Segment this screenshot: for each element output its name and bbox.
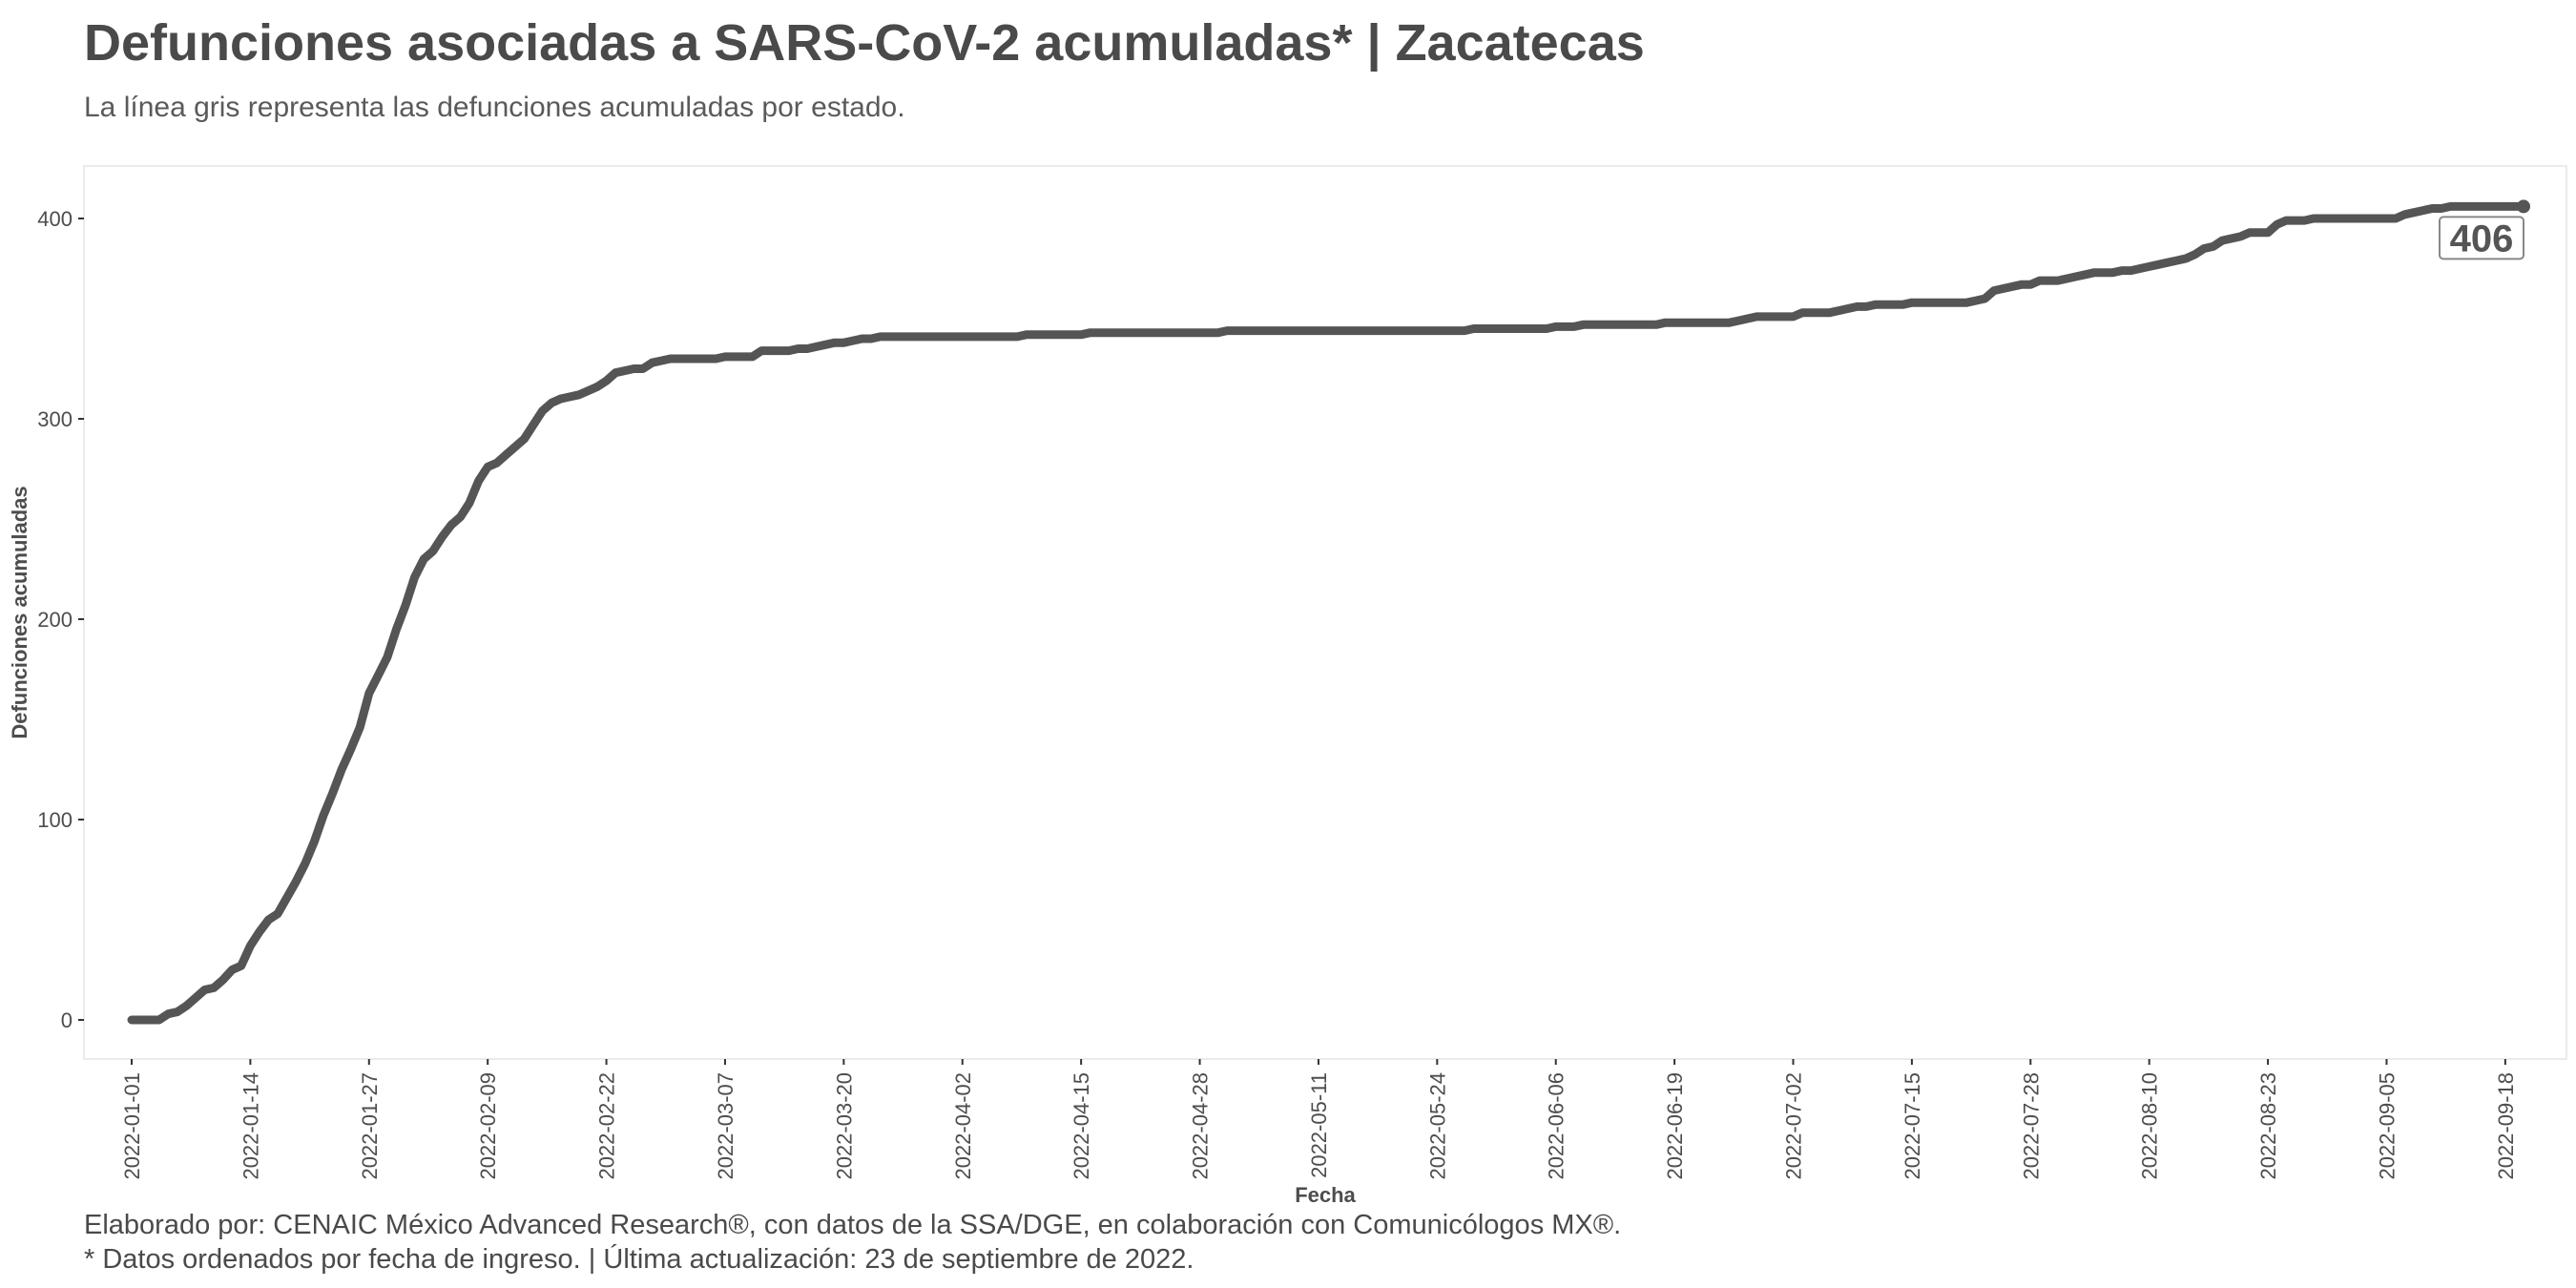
- y-tick-label: 0: [61, 1008, 73, 1032]
- x-tick-label: 2022-09-05: [2375, 1072, 2399, 1180]
- plot-panel: [83, 165, 2567, 1060]
- x-tick-label: 2022-08-10: [2138, 1072, 2162, 1180]
- x-tick-label: 2022-09-18: [2494, 1072, 2518, 1180]
- end-point: [2517, 199, 2530, 214]
- end-label: 406: [2450, 218, 2514, 260]
- x-tick-label: 2022-07-28: [2019, 1072, 2043, 1180]
- x-tick-label: 2022-03-20: [832, 1072, 856, 1180]
- chart-title: Defunciones asociadas a SARS-CoV-2 acumu…: [84, 14, 1645, 72]
- x-tick-label: 2022-06-06: [1545, 1072, 1568, 1180]
- x-tick-label: 2022-05-11: [1307, 1072, 1331, 1178]
- y-axis-label: Defunciones acumuladas: [8, 486, 31, 738]
- series-line: [127, 201, 2528, 1025]
- x-tick-label: 2022-02-09: [476, 1072, 500, 1180]
- x-tick-label: 2022-03-07: [714, 1072, 737, 1180]
- x-tick-label: 2022-02-22: [595, 1072, 619, 1180]
- x-tick-label: 2022-04-15: [1070, 1072, 1093, 1180]
- x-tick-label: 2022-01-27: [358, 1072, 382, 1180]
- x-tick-label: 2022-05-24: [1425, 1072, 1449, 1180]
- caption-credits: Elaborado por: CENAIC México Advanced Re…: [84, 1210, 1622, 1240]
- x-axis: 2022-01-01 2022-01-14 2022-01-27 2022-02-09…: [120, 1059, 2518, 1180]
- y-tick-label: 100: [37, 808, 73, 832]
- x-tick-label: 2022-07-02: [1782, 1072, 1806, 1180]
- end-label-box: [2439, 216, 2524, 260]
- caption-note: * Datos ordenados por fecha de ingreso. …: [84, 1244, 1195, 1275]
- x-tick-label: 2022-04-02: [951, 1072, 975, 1180]
- x-tick-label: 2022-07-15: [1901, 1072, 1924, 1180]
- y-tick-label: 200: [37, 608, 73, 632]
- x-axis-label: Fecha: [1295, 1183, 1356, 1207]
- y-tick-label: 300: [37, 407, 73, 431]
- x-tick-label: 2022-06-19: [1663, 1072, 1687, 1180]
- chart-subtitle: La línea gris representa las defunciones…: [84, 92, 905, 123]
- y-axis: 0 100 200 300 400: [37, 207, 84, 1032]
- x-tick-label: 2022-01-01: [120, 1072, 144, 1180]
- y-tick-label: 400: [37, 207, 73, 231]
- x-tick-label: 2022-08-23: [2256, 1072, 2280, 1180]
- x-tick-label: 2022-04-28: [1189, 1072, 1213, 1180]
- x-tick-label: 2022-01-14: [239, 1072, 262, 1180]
